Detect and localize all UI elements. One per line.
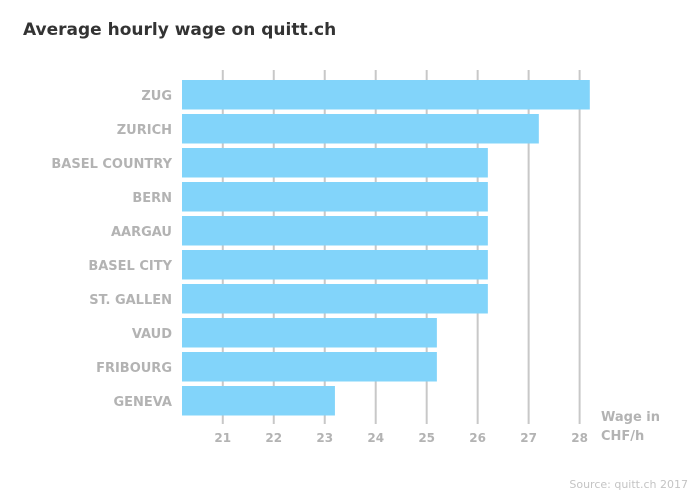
category-label-vaud: VAUD <box>132 327 172 342</box>
category-label-fribourg: FRIBOURG <box>96 361 172 376</box>
bar-zug <box>182 80 590 110</box>
x-tick-labels: 21 22 23 24 25 26 27 28 <box>214 431 588 445</box>
x-axis-label-line1: Wage in <box>601 410 660 425</box>
x-tick-label-25: 25 <box>418 431 435 445</box>
bar-basel-country <box>182 148 488 178</box>
x-tick-label-22: 22 <box>265 431 282 445</box>
bar-zurich <box>182 114 539 144</box>
bar-basel-city <box>182 250 488 280</box>
category-labels: ZUG ZURICH BASEL COUNTRY BERN AARGAU BASEL CI… <box>51 89 172 410</box>
source-note: Source: quitt.ch 2017 <box>569 478 688 491</box>
x-axis-label-line2: CHF/h <box>601 429 644 444</box>
bar-bern <box>182 182 488 212</box>
category-label-bern: BERN <box>132 191 172 206</box>
bar-geneva <box>182 386 335 416</box>
x-tick-label-27: 27 <box>520 431 537 445</box>
category-label-basel-country: BASEL COUNTRY <box>51 157 172 172</box>
x-tick-label-28: 28 <box>571 431 588 445</box>
bar-vaud <box>182 318 437 348</box>
category-label-zurich: ZURICH <box>117 123 172 138</box>
bar-st-gallen <box>182 284 488 314</box>
x-tick-label-23: 23 <box>316 431 333 445</box>
category-label-st-gallen: ST. GALLEN <box>89 293 172 308</box>
bar-fribourg <box>182 352 437 382</box>
x-tick-label-21: 21 <box>214 431 231 445</box>
bar-aargau <box>182 216 488 246</box>
category-label-geneva: GENEVA <box>113 395 172 410</box>
bars <box>182 80 590 416</box>
chart-title: Average hourly wage on quitt.ch <box>23 20 337 40</box>
x-tick-label-24: 24 <box>367 431 384 445</box>
category-label-zug: ZUG <box>141 89 172 104</box>
category-label-aargau: AARGAU <box>111 225 172 240</box>
x-tick-label-26: 26 <box>469 431 486 445</box>
category-label-basel-city: BASEL CITY <box>88 259 172 274</box>
